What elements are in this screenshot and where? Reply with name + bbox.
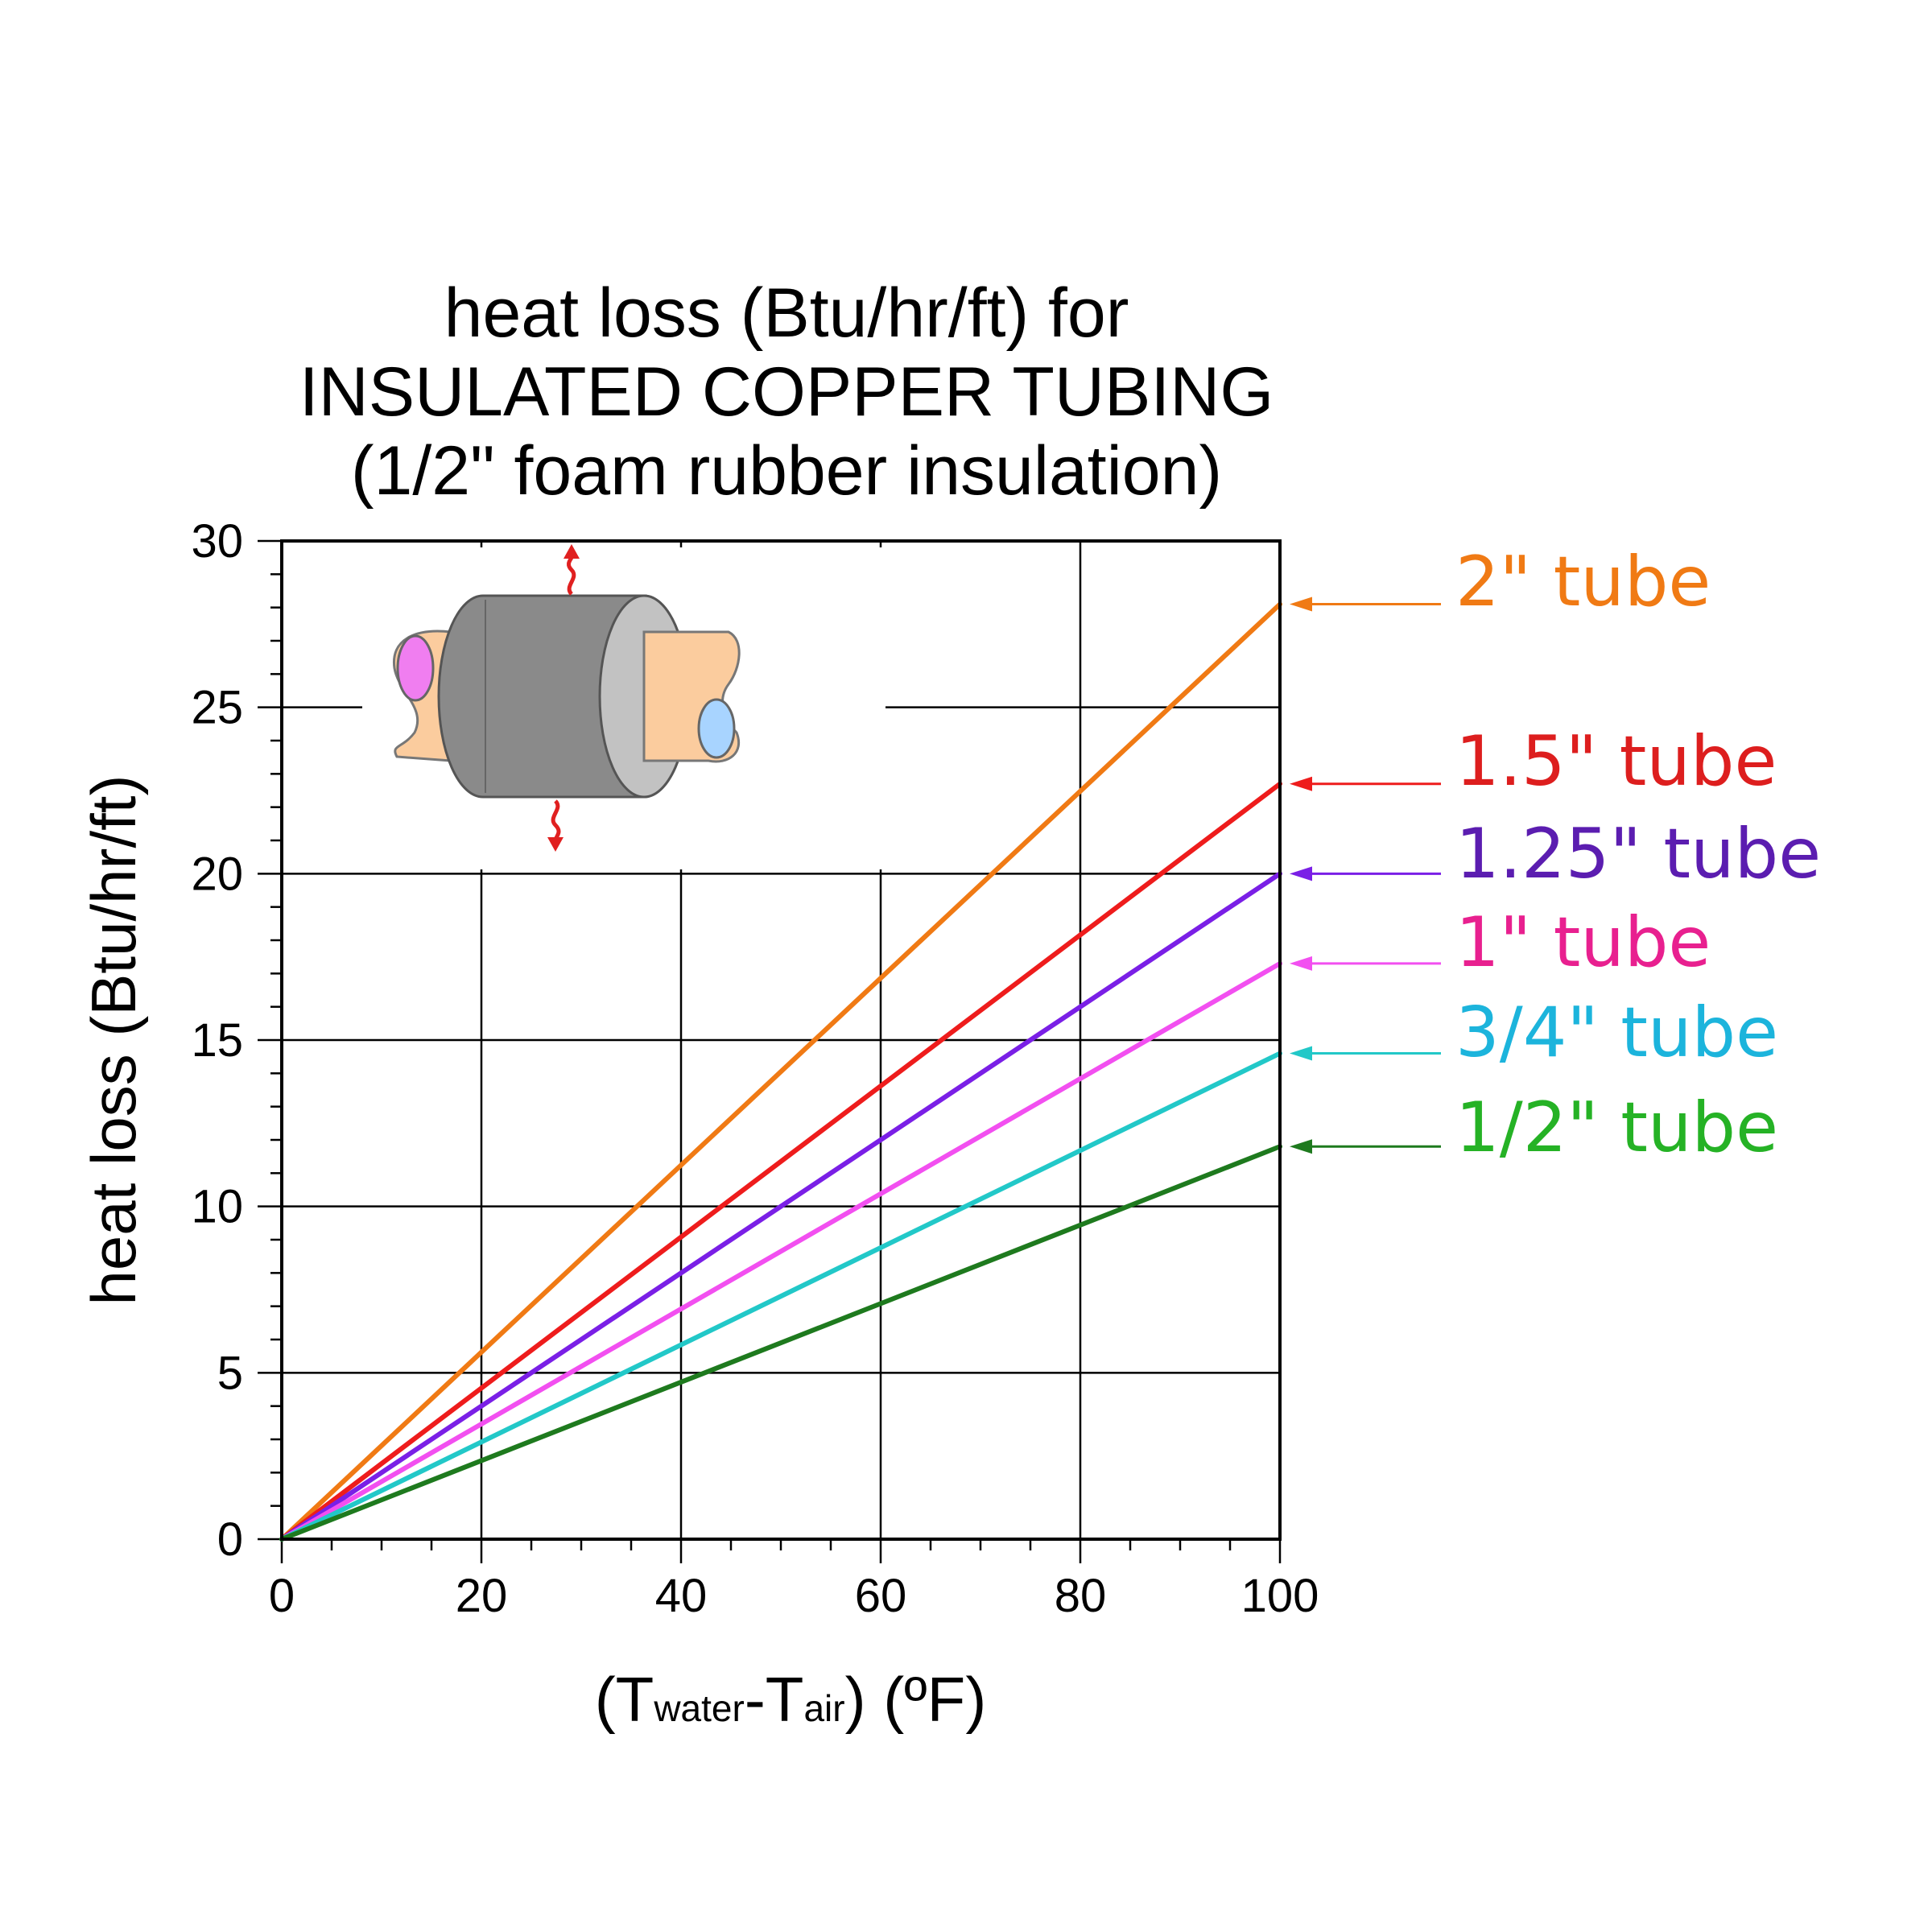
legend-arrow-head-1 [1290, 776, 1312, 791]
legend-arrow-head-3 [1290, 956, 1312, 971]
y-tick-label-20: 20 [191, 848, 243, 900]
x-axis-title-close: ) (ºF) [845, 1664, 987, 1735]
x-tick-label-40: 40 [655, 1570, 708, 1622]
legend-entry-0: 2" tube [1290, 542, 1711, 622]
series-line-5 [279, 1144, 1282, 1542]
legend-entry-1: 1.5" tube [1290, 721, 1777, 802]
title-line-1: heat loss (Btu/hr/ft) for [444, 275, 1129, 352]
y-tick-label-0: 0 [217, 1513, 243, 1566]
x-tick-label-80: 80 [1055, 1570, 1107, 1622]
x-axis-title-open: (T [595, 1664, 654, 1735]
series-line-4 [279, 1051, 1282, 1542]
x-tick-label-100: 100 [1241, 1570, 1319, 1622]
x-tick-label-0: 0 [269, 1570, 295, 1622]
title-line-2: INSULATED COPPER TUBING [299, 353, 1274, 431]
series-lines [279, 601, 1282, 1542]
x-axis-title-sub-air: air [803, 1687, 844, 1729]
minor-ticks [258, 539, 1282, 1563]
legend-label-1: 1.5" tube [1455, 721, 1777, 802]
heat-arrow-down-head [547, 837, 564, 852]
right-tube-bore [697, 698, 736, 759]
title-line-3: (1/2" foam rubber insulation) [351, 432, 1222, 510]
y-tick-label-10: 10 [191, 1181, 243, 1233]
x-axis-title-sub-water: water [653, 1687, 744, 1729]
y-axis-title: heat loss (Btu/hr/ft) [78, 775, 149, 1306]
x-tick-label-60: 60 [855, 1570, 907, 1622]
legend-arrow-head-4 [1290, 1046, 1312, 1061]
legend-entry-5: 1/2" tube [1290, 1088, 1778, 1168]
series-line-1 [279, 781, 1282, 1542]
y-tick-label-15: 15 [191, 1014, 243, 1067]
legend-arrow-head-2 [1290, 866, 1312, 881]
legend-label-2: 1.25" tube [1455, 814, 1821, 894]
legend-entry-4: 3/4" tube [1290, 993, 1778, 1073]
legend-label-4: 3/4" tube [1455, 993, 1778, 1073]
series-line-3 [279, 960, 1282, 1542]
x-tick-label-20: 20 [456, 1570, 508, 1622]
y-tick-label-30: 30 [191, 515, 243, 568]
x-axis-title: (Twater-Tair) (ºF) [595, 1664, 987, 1735]
x-tick-labels: 0 20 40 60 80 100 [269, 1570, 1319, 1622]
series-line-0 [279, 601, 1282, 1542]
y-tick-label-25: 25 [191, 682, 243, 734]
left-tube-bore [396, 634, 435, 702]
chart-title: heat loss (Btu/hr/ft) for INSULATED COPP… [299, 275, 1274, 510]
legend-entry-2: 1.25" tube [1290, 814, 1821, 894]
legend-label-0: 2" tube [1455, 542, 1711, 622]
heat-arrow-up-head [564, 544, 580, 559]
plot-frame [280, 539, 1282, 1541]
legend-entry-3: 1" tube [1290, 902, 1711, 983]
legend-arrow-head-0 [1290, 597, 1312, 612]
x-axis-title-mid: -T [745, 1664, 804, 1735]
y-tick-label-5: 5 [217, 1347, 243, 1399]
insulated-tube-illustration [362, 544, 886, 869]
y-tick-labels: 0 5 10 15 20 25 30 [191, 515, 243, 1566]
series-line-2 [279, 871, 1282, 1542]
legend-arrow-head-5 [1290, 1139, 1312, 1154]
legend-label-3: 1" tube [1455, 902, 1711, 983]
legend-label-5: 1/2" tube [1455, 1088, 1778, 1168]
